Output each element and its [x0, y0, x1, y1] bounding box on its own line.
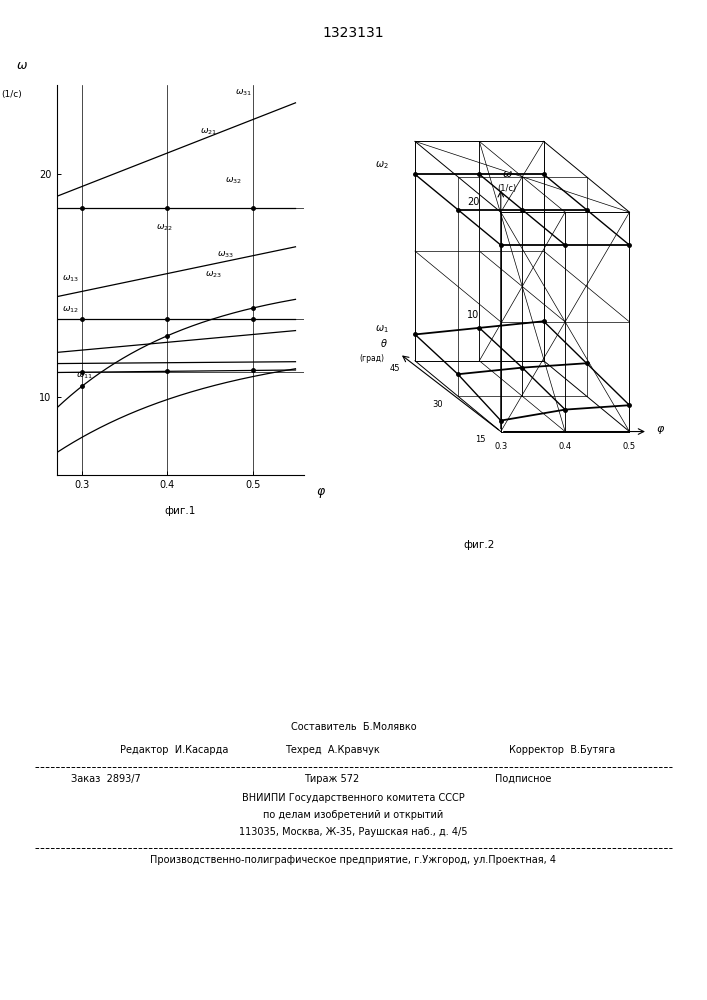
Text: ВНИИПИ Государственного комитета СССР: ВНИИПИ Государственного комитета СССР	[242, 793, 465, 803]
Text: Подписное: Подписное	[495, 774, 551, 784]
Text: Редактор  И.Касарда: Редактор И.Касарда	[120, 745, 228, 755]
Text: $\omega_{21}$: $\omega_{21}$	[200, 127, 217, 137]
Text: 0.3: 0.3	[494, 442, 508, 451]
Text: $\omega_{23}$: $\omega_{23}$	[205, 269, 222, 280]
Text: 0.5: 0.5	[623, 442, 636, 451]
Text: 0.4: 0.4	[559, 442, 572, 451]
Text: 10: 10	[467, 310, 479, 320]
Text: Техред  А.Кравчук: Техред А.Кравчук	[285, 745, 380, 755]
Text: $\varphi$: $\varphi$	[316, 486, 327, 499]
Text: Тираж 572: Тираж 572	[304, 774, 359, 784]
Text: $\omega_2$: $\omega_2$	[375, 159, 389, 171]
Text: $\omega$: $\omega$	[16, 59, 28, 72]
Text: $\omega$: $\omega$	[501, 169, 513, 179]
Text: Заказ  2893/7: Заказ 2893/7	[71, 774, 141, 784]
Text: $\omega_{31}$: $\omega_{31}$	[235, 88, 252, 98]
Text: (1/c): (1/c)	[497, 184, 517, 193]
Text: $\omega_{11}$: $\omega_{11}$	[76, 370, 93, 381]
Text: $\omega_{32}$: $\omega_{32}$	[225, 176, 242, 186]
Text: (град): (град)	[360, 354, 385, 363]
Text: 113035, Москва, Ж-35, Раушская наб., д. 4/5: 113035, Москва, Ж-35, Раушская наб., д. …	[239, 827, 468, 837]
Text: 1323131: 1323131	[322, 26, 385, 40]
Text: $\varphi$: $\varphi$	[655, 424, 665, 436]
Text: 20: 20	[467, 197, 479, 207]
Text: Производственно-полиграфическое предприятие, г.Ужгород, ул.Проектная, 4: Производственно-полиграфическое предприя…	[151, 855, 556, 865]
Text: $\omega_{13}$: $\omega_{13}$	[62, 273, 78, 284]
Text: Составитель  Б.Молявко: Составитель Б.Молявко	[291, 722, 416, 732]
Text: 30: 30	[432, 400, 443, 409]
Text: $\omega_1$: $\omega_1$	[375, 323, 389, 335]
Text: $\omega_{33}$: $\omega_{33}$	[218, 250, 235, 260]
Text: $\omega_{22}$: $\omega_{22}$	[156, 222, 173, 233]
Text: Корректор  В.Бутяга: Корректор В.Бутяга	[509, 745, 615, 755]
Text: фиг.1: фиг.1	[165, 506, 196, 516]
Text: фиг.2: фиг.2	[464, 540, 495, 550]
Text: $\theta$: $\theta$	[380, 337, 388, 349]
Text: (1/c): (1/c)	[1, 90, 23, 99]
Text: $\omega_{12}$: $\omega_{12}$	[62, 304, 78, 315]
Text: 15: 15	[475, 435, 486, 444]
Text: по делам изобретений и открытий: по делам изобретений и открытий	[264, 810, 443, 820]
Text: 45: 45	[389, 364, 399, 373]
